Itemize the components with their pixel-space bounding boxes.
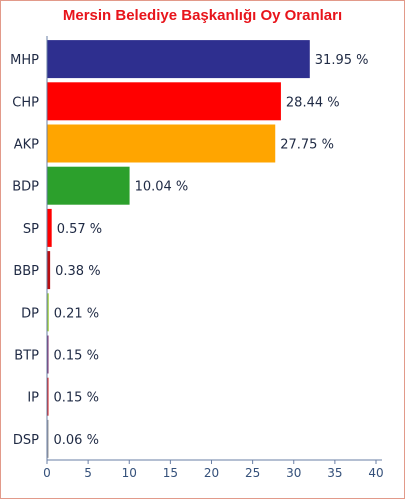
value-label-akp: 27.75 %	[280, 138, 334, 153]
value-label-dsp: 0.06 %	[54, 433, 99, 448]
value-label-sp: 0.57 %	[57, 222, 102, 237]
bar-btp	[47, 335, 49, 374]
bar-mhp	[47, 40, 310, 79]
value-label-dp: 0.21 %	[54, 306, 99, 321]
category-label-bbp: BBP	[13, 264, 39, 279]
x-tick-label-10: 10	[122, 466, 137, 480]
category-label-bdp: BDP	[12, 180, 39, 195]
x-tick-label-20: 20	[204, 466, 219, 480]
bar-bbp	[47, 251, 51, 290]
category-label-btp: BTP	[14, 349, 39, 364]
bar-akp	[47, 124, 276, 163]
category-label-akp: AKP	[14, 138, 39, 153]
x-tick-label-5: 5	[84, 466, 92, 480]
bar-chp	[47, 82, 281, 121]
x-tick-label-40: 40	[368, 466, 383, 480]
bar-ip	[47, 377, 49, 416]
bar-dp	[47, 293, 49, 332]
value-label-chp: 28.44 %	[286, 95, 340, 110]
value-label-bdp: 10.04 %	[135, 180, 189, 195]
category-label-dsp: DSP	[13, 433, 39, 448]
category-label-chp: CHP	[12, 95, 39, 110]
value-label-ip: 0.15 %	[54, 391, 99, 406]
category-label-mhp: MHP	[10, 53, 39, 68]
x-tick-label-25: 25	[245, 466, 260, 480]
x-tick-label-35: 35	[327, 466, 342, 480]
bar-sp	[47, 208, 52, 247]
category-label-dp: DP	[21, 306, 39, 321]
bar-dsp	[47, 419, 49, 458]
value-label-btp: 0.15 %	[54, 349, 99, 364]
category-label-sp: SP	[23, 222, 39, 237]
bar-bdp	[47, 166, 130, 205]
x-tick-label-15: 15	[163, 466, 178, 480]
x-tick-label-0: 0	[43, 466, 51, 480]
value-label-mhp: 31.95 %	[315, 53, 369, 68]
chart-title: Mersin Belediye Başkanlığı Oy Oranları	[62, 7, 343, 24]
category-label-ip: IP	[27, 391, 39, 406]
x-tick-label-30: 30	[286, 466, 301, 480]
value-label-bbp: 0.38 %	[55, 264, 100, 279]
